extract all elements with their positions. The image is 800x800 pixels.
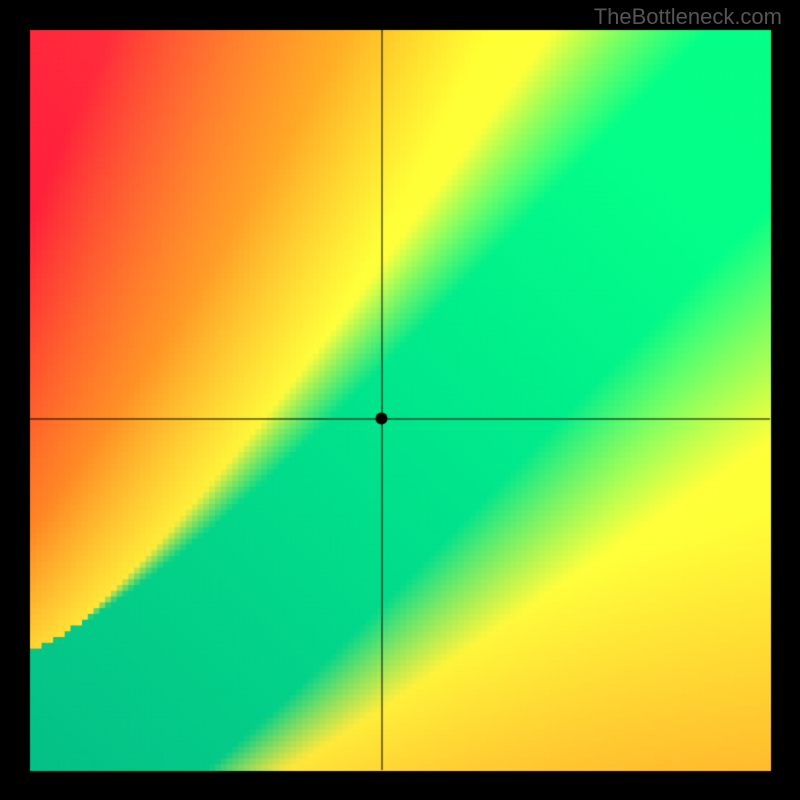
watermark-text: TheBottleneck.com xyxy=(594,4,782,30)
bottleneck-heatmap-canvas xyxy=(0,0,800,800)
chart-container: TheBottleneck.com xyxy=(0,0,800,800)
